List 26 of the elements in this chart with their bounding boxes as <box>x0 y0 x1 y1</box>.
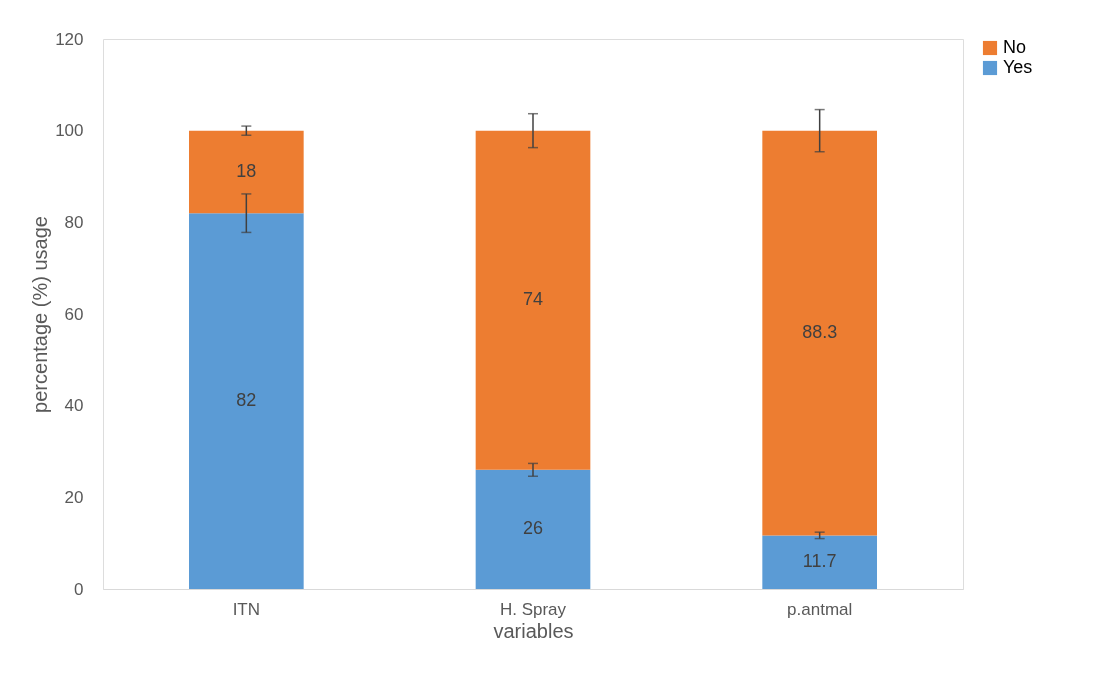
y-tick-label: 40 <box>64 396 84 416</box>
y-tick-label: 120 <box>55 29 84 49</box>
y-tick-label: 80 <box>64 212 84 232</box>
y-axis-title: percentage (%) usage <box>29 216 52 413</box>
y-tick-label: 60 <box>64 304 84 324</box>
bar <box>762 535 877 589</box>
x-tick-label: p.antmal <box>787 599 853 619</box>
y-tick-label: 20 <box>64 487 84 507</box>
x-axis-title: variables <box>493 619 574 642</box>
legend-label: No <box>1003 37 1027 57</box>
bar <box>189 130 304 214</box>
bar <box>475 469 591 589</box>
data-label: 11.7 <box>802 551 837 572</box>
x-tick-label: H. Spray <box>499 599 567 619</box>
y-tick-label: 0 <box>74 579 84 599</box>
data-label: 74 <box>522 289 544 310</box>
data-label: 18 <box>236 160 257 181</box>
legend-label: Yes <box>1003 57 1033 77</box>
bar <box>189 213 304 589</box>
bar <box>762 130 877 536</box>
bar <box>475 130 591 470</box>
x-tick-label: ITN <box>232 599 261 619</box>
data-label: 88.3 <box>802 322 838 343</box>
y-tick-label: 100 <box>55 121 84 141</box>
data-label: 26 <box>522 518 544 539</box>
data-label: 82 <box>236 390 257 411</box>
